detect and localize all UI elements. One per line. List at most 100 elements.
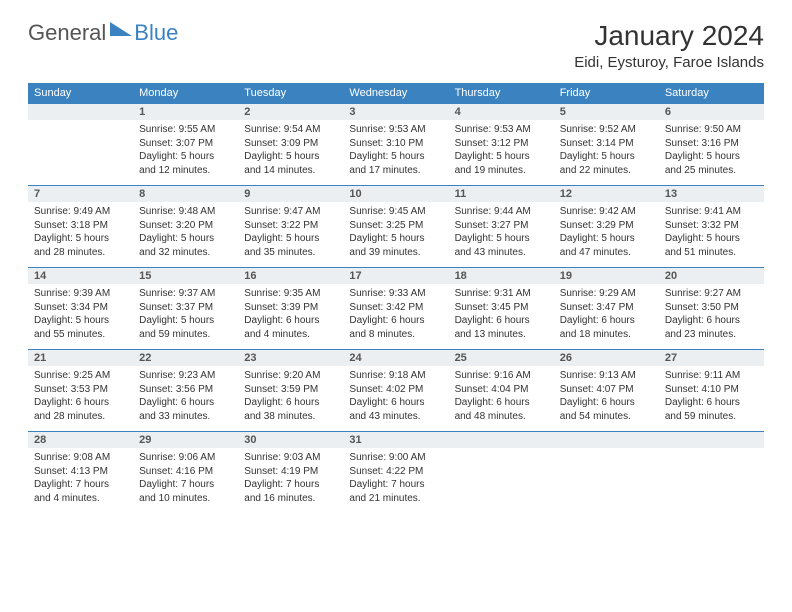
day-header: Wednesday bbox=[343, 83, 448, 104]
location-label: Eidi, Eysturoy, Faroe Islands bbox=[574, 54, 764, 71]
daylight-text-2: and 25 minutes. bbox=[665, 164, 758, 178]
day-cell: 25Sunrise: 9:16 AMSunset: 4:04 PMDayligh… bbox=[449, 350, 554, 432]
daylight-text-2: and 23 minutes. bbox=[665, 328, 758, 342]
day-number: 22 bbox=[133, 350, 238, 366]
day-content: Sunrise: 9:18 AMSunset: 4:02 PMDaylight:… bbox=[343, 366, 448, 427]
day-content: Sunrise: 9:33 AMSunset: 3:42 PMDaylight:… bbox=[343, 284, 448, 345]
day-number: 30 bbox=[238, 432, 343, 448]
day-number: 14 bbox=[28, 268, 133, 284]
day-content: Sunrise: 9:23 AMSunset: 3:56 PMDaylight:… bbox=[133, 366, 238, 427]
daylight-text-2: and 22 minutes. bbox=[560, 164, 653, 178]
day-content: Sunrise: 9:53 AMSunset: 3:12 PMDaylight:… bbox=[449, 120, 554, 181]
day-number: 13 bbox=[659, 186, 764, 202]
sunrise-text: Sunrise: 9:13 AM bbox=[560, 369, 653, 383]
daylight-text-1: Daylight: 5 hours bbox=[665, 232, 758, 246]
sunset-text: Sunset: 3:37 PM bbox=[139, 301, 232, 315]
sunrise-text: Sunrise: 9:18 AM bbox=[349, 369, 442, 383]
daylight-text-2: and 39 minutes. bbox=[349, 246, 442, 260]
week-row: 28Sunrise: 9:08 AMSunset: 4:13 PMDayligh… bbox=[28, 432, 764, 514]
day-cell: 22Sunrise: 9:23 AMSunset: 3:56 PMDayligh… bbox=[133, 350, 238, 432]
day-number: 7 bbox=[28, 186, 133, 202]
day-number: 23 bbox=[238, 350, 343, 366]
day-number: 17 bbox=[343, 268, 448, 284]
daylight-text-1: Daylight: 5 hours bbox=[560, 150, 653, 164]
week-row: 14Sunrise: 9:39 AMSunset: 3:34 PMDayligh… bbox=[28, 268, 764, 350]
day-cell: 23Sunrise: 9:20 AMSunset: 3:59 PMDayligh… bbox=[238, 350, 343, 432]
daylight-text-1: Daylight: 5 hours bbox=[455, 232, 548, 246]
daylight-text-2: and 14 minutes. bbox=[244, 164, 337, 178]
logo-triangle-icon bbox=[110, 22, 132, 45]
day-number: 8 bbox=[133, 186, 238, 202]
daylight-text-1: Daylight: 5 hours bbox=[455, 150, 548, 164]
sunset-text: Sunset: 3:45 PM bbox=[455, 301, 548, 315]
day-content: Sunrise: 9:29 AMSunset: 3:47 PMDaylight:… bbox=[554, 284, 659, 345]
daylight-text-1: Daylight: 5 hours bbox=[139, 314, 232, 328]
day-content: Sunrise: 9:45 AMSunset: 3:25 PMDaylight:… bbox=[343, 202, 448, 263]
daylight-text-1: Daylight: 6 hours bbox=[560, 396, 653, 410]
daylight-text-2: and 12 minutes. bbox=[139, 164, 232, 178]
sunrise-text: Sunrise: 9:03 AM bbox=[244, 451, 337, 465]
day-cell: 18Sunrise: 9:31 AMSunset: 3:45 PMDayligh… bbox=[449, 268, 554, 350]
daylight-text-2: and 16 minutes. bbox=[244, 492, 337, 506]
sunset-text: Sunset: 3:18 PM bbox=[34, 219, 127, 233]
day-cell: 19Sunrise: 9:29 AMSunset: 3:47 PMDayligh… bbox=[554, 268, 659, 350]
sunrise-text: Sunrise: 9:20 AM bbox=[244, 369, 337, 383]
sunset-text: Sunset: 3:07 PM bbox=[139, 137, 232, 151]
day-number: 27 bbox=[659, 350, 764, 366]
daylight-text-1: Daylight: 5 hours bbox=[560, 232, 653, 246]
day-cell: 29Sunrise: 9:06 AMSunset: 4:16 PMDayligh… bbox=[133, 432, 238, 514]
sunset-text: Sunset: 3:22 PM bbox=[244, 219, 337, 233]
daylight-text-2: and 4 minutes. bbox=[34, 492, 127, 506]
logo-text-blue: Blue bbox=[134, 20, 178, 46]
day-number: 10 bbox=[343, 186, 448, 202]
sunrise-text: Sunrise: 9:25 AM bbox=[34, 369, 127, 383]
day-header: Friday bbox=[554, 83, 659, 104]
logo: General Blue bbox=[28, 20, 178, 46]
day-cell: 21Sunrise: 9:25 AMSunset: 3:53 PMDayligh… bbox=[28, 350, 133, 432]
daylight-text-2: and 8 minutes. bbox=[349, 328, 442, 342]
daylight-text-2: and 59 minutes. bbox=[139, 328, 232, 342]
day-number: 11 bbox=[449, 186, 554, 202]
day-content: Sunrise: 9:13 AMSunset: 4:07 PMDaylight:… bbox=[554, 366, 659, 427]
sunset-text: Sunset: 4:22 PM bbox=[349, 465, 442, 479]
daylight-text-2: and 48 minutes. bbox=[455, 410, 548, 424]
daylight-text-1: Daylight: 6 hours bbox=[139, 396, 232, 410]
day-content: Sunrise: 9:55 AMSunset: 3:07 PMDaylight:… bbox=[133, 120, 238, 181]
day-content: Sunrise: 9:47 AMSunset: 3:22 PMDaylight:… bbox=[238, 202, 343, 263]
empty-daynum bbox=[659, 432, 764, 448]
sunrise-text: Sunrise: 9:53 AM bbox=[455, 123, 548, 137]
empty-daynum bbox=[554, 432, 659, 448]
daylight-text-2: and 28 minutes. bbox=[34, 410, 127, 424]
sunset-text: Sunset: 4:13 PM bbox=[34, 465, 127, 479]
day-number: 4 bbox=[449, 104, 554, 120]
day-content: Sunrise: 9:16 AMSunset: 4:04 PMDaylight:… bbox=[449, 366, 554, 427]
day-number: 1 bbox=[133, 104, 238, 120]
sunrise-text: Sunrise: 9:00 AM bbox=[349, 451, 442, 465]
day-content: Sunrise: 9:35 AMSunset: 3:39 PMDaylight:… bbox=[238, 284, 343, 345]
sunrise-text: Sunrise: 9:42 AM bbox=[560, 205, 653, 219]
sunrise-text: Sunrise: 9:48 AM bbox=[139, 205, 232, 219]
daylight-text-1: Daylight: 5 hours bbox=[349, 150, 442, 164]
sunset-text: Sunset: 3:39 PM bbox=[244, 301, 337, 315]
day-content: Sunrise: 9:44 AMSunset: 3:27 PMDaylight:… bbox=[449, 202, 554, 263]
day-cell bbox=[28, 104, 133, 186]
day-cell: 17Sunrise: 9:33 AMSunset: 3:42 PMDayligh… bbox=[343, 268, 448, 350]
daylight-text-1: Daylight: 6 hours bbox=[665, 314, 758, 328]
day-number: 3 bbox=[343, 104, 448, 120]
day-content: Sunrise: 9:37 AMSunset: 3:37 PMDaylight:… bbox=[133, 284, 238, 345]
logo-text-general: General bbox=[28, 20, 106, 46]
day-content: Sunrise: 9:42 AMSunset: 3:29 PMDaylight:… bbox=[554, 202, 659, 263]
daylight-text-2: and 21 minutes. bbox=[349, 492, 442, 506]
daylight-text-2: and 43 minutes. bbox=[349, 410, 442, 424]
day-content: Sunrise: 9:25 AMSunset: 3:53 PMDaylight:… bbox=[28, 366, 133, 427]
sunrise-text: Sunrise: 9:55 AM bbox=[139, 123, 232, 137]
sunset-text: Sunset: 3:32 PM bbox=[665, 219, 758, 233]
sunrise-text: Sunrise: 9:47 AM bbox=[244, 205, 337, 219]
day-content: Sunrise: 9:27 AMSunset: 3:50 PMDaylight:… bbox=[659, 284, 764, 345]
day-cell bbox=[554, 432, 659, 514]
day-cell: 26Sunrise: 9:13 AMSunset: 4:07 PMDayligh… bbox=[554, 350, 659, 432]
sunrise-text: Sunrise: 9:11 AM bbox=[665, 369, 758, 383]
day-number: 9 bbox=[238, 186, 343, 202]
day-cell: 2Sunrise: 9:54 AMSunset: 3:09 PMDaylight… bbox=[238, 104, 343, 186]
sunset-text: Sunset: 3:42 PM bbox=[349, 301, 442, 315]
